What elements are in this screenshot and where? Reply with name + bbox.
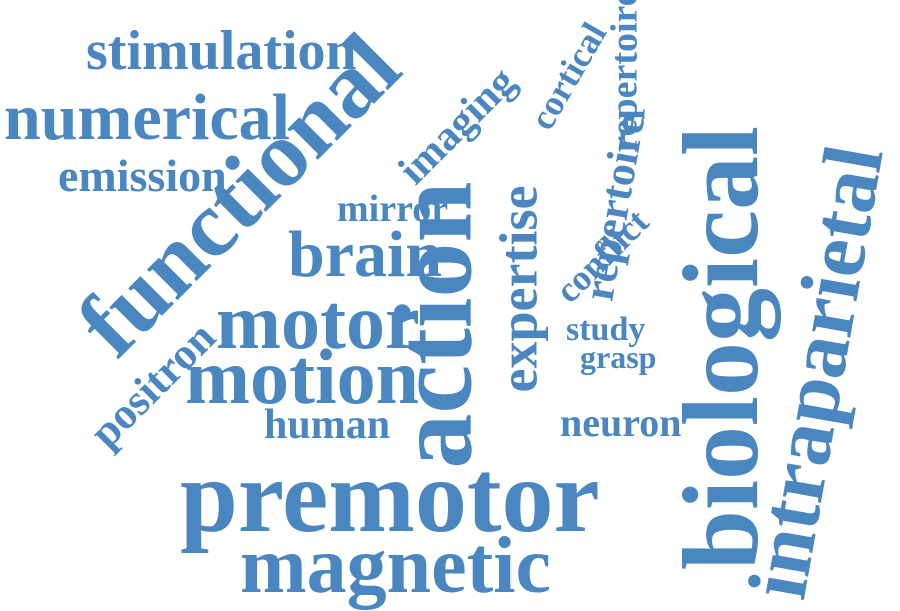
word-cortical: cortical xyxy=(521,15,615,137)
word-neuron: neuron xyxy=(560,400,682,445)
word-numerical: numerical xyxy=(4,81,290,154)
word-study: study xyxy=(566,311,646,348)
word-mirror: mirror xyxy=(337,188,449,230)
word-brain: brain xyxy=(288,218,443,291)
word-stimulation: stimulation xyxy=(86,20,357,82)
word-grasp: grasp xyxy=(580,339,657,375)
word-motion: motion xyxy=(185,333,419,420)
word-expertise: expertise xyxy=(488,185,549,393)
word-motor: motor xyxy=(216,278,420,365)
word-human: human xyxy=(264,402,391,448)
word-premotor: premotor xyxy=(180,439,600,554)
word-emission: emission xyxy=(58,150,227,201)
word-magnetic: magnetic xyxy=(240,522,552,610)
